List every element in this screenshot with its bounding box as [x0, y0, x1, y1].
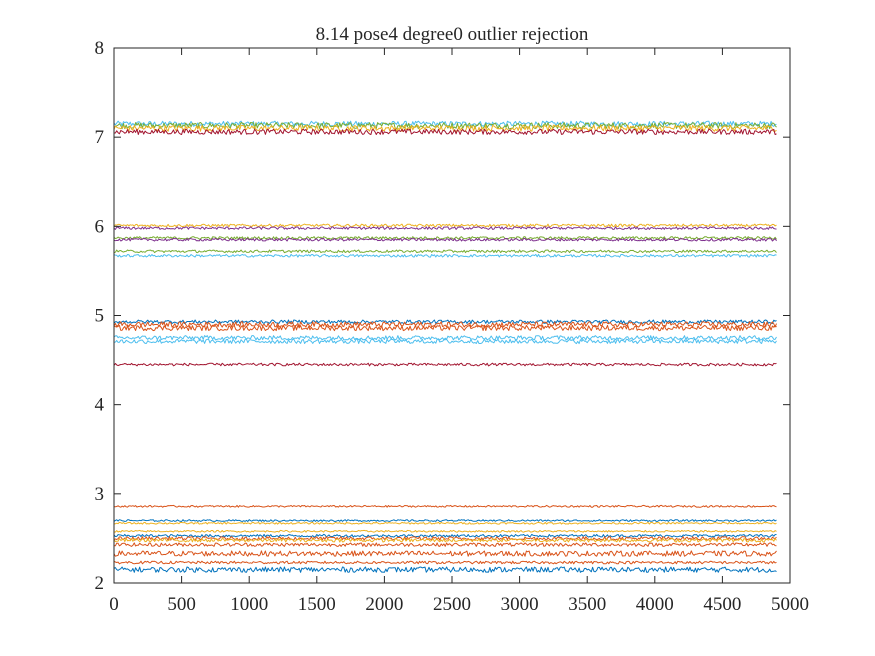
x-tick-label-1500: 1500 [298, 594, 336, 615]
chart-title: 8.14 pose4 degree0 outlier rejection [316, 24, 589, 45]
series-line-4 [114, 128, 777, 135]
series-line-3 [113, 124, 777, 132]
series-line-17 [113, 504, 777, 508]
series-line-10 [113, 253, 777, 258]
series-line-16 [113, 362, 777, 367]
series-line-18 [113, 519, 777, 522]
y-tick-label-7: 7 [95, 127, 105, 148]
series-line-11 [113, 319, 777, 324]
y-tick-label-4: 4 [95, 395, 105, 416]
y-tick-label-5: 5 [95, 306, 105, 327]
x-tick-label-3000: 3000 [501, 594, 539, 615]
series-line-5 [113, 223, 777, 228]
series-line-8 [113, 237, 777, 242]
series-line-20 [113, 529, 777, 533]
series-line-7 [113, 236, 777, 240]
y-tick-label-6: 6 [95, 216, 105, 237]
ticks-layer: 0 500 1000 1500 2000 2500 3000 3500 4000 4500 5000… [95, 38, 810, 615]
y-tick-label-3: 3 [95, 484, 105, 505]
series-line-13 [113, 324, 777, 332]
series-line-24 [114, 542, 777, 547]
x-tick-label-2000: 2000 [365, 594, 403, 615]
x-tick-label-0: 0 [109, 594, 119, 615]
series-line-19 [113, 521, 777, 525]
series-line-22 [113, 536, 777, 541]
series-line-25 [113, 550, 777, 557]
series-line-1 [113, 120, 777, 127]
series-line-27 [113, 566, 777, 573]
y-tick-label-2: 2 [95, 573, 105, 594]
x-tick-label-4500: 4500 [703, 594, 741, 615]
series-line-14 [113, 335, 777, 341]
series-line-26 [113, 560, 777, 565]
series-line-23 [113, 538, 777, 543]
series-layer [113, 120, 777, 573]
x-tick-label-3500: 3500 [568, 594, 606, 615]
x-tick-label-5000: 5000 [771, 594, 809, 615]
x-tick-label-500: 500 [167, 594, 196, 615]
x-tick-label-2500: 2500 [433, 594, 471, 615]
series-line-12 [113, 321, 777, 328]
series-line-9 [113, 249, 777, 254]
series-line-21 [113, 533, 777, 538]
series-line-15 [113, 338, 777, 345]
series-line-6 [113, 226, 777, 230]
plot-area-frame [113, 47, 791, 584]
y-tick-label-8: 8 [95, 38, 105, 59]
x-tick-label-1000: 1000 [230, 594, 268, 615]
x-tick-label-4000: 4000 [636, 594, 674, 615]
